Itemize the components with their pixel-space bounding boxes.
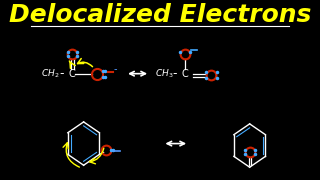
- Text: -: -: [60, 67, 64, 80]
- Text: $CH_2$: $CH_2$: [41, 67, 60, 80]
- Text: $CH_3$: $CH_3$: [155, 67, 173, 80]
- Text: C: C: [68, 69, 76, 79]
- Text: -: -: [173, 67, 177, 80]
- Text: Delocalized Electrons: Delocalized Electrons: [9, 3, 311, 27]
- Text: -: -: [114, 64, 117, 74]
- Text: C: C: [181, 69, 188, 79]
